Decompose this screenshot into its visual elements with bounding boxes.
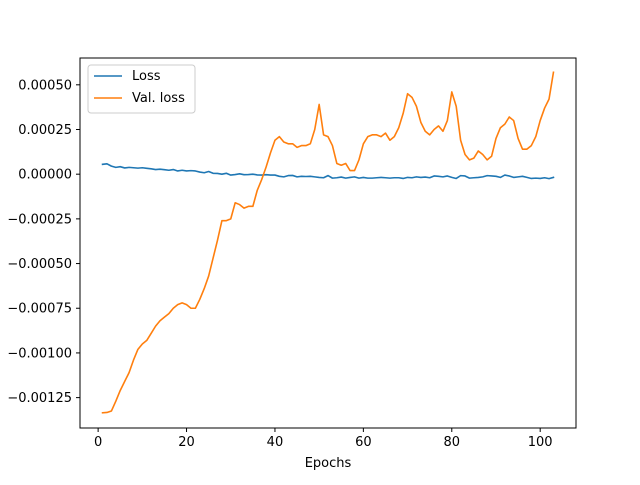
- x-axis-label: Epochs: [305, 456, 352, 471]
- x-tick-label: 0: [94, 435, 102, 450]
- y-tick-label: 0.00025: [18, 123, 72, 138]
- plot-layer: [101, 71, 555, 414]
- y-axis: −0.00125 −0.00100 −0.00075 −0.00050 −0.00025…: [7, 78, 80, 406]
- x-tick-label: 100: [528, 435, 553, 450]
- legend-label-val-loss: Val. loss: [132, 91, 185, 106]
- legend-box: [87, 64, 196, 114]
- x-tick-label: 60: [355, 435, 372, 450]
- x-axis: 0 20 40 60 80 100: [94, 428, 553, 450]
- legend-label-loss: Loss: [132, 69, 161, 84]
- series-line-loss: [101, 163, 555, 180]
- y-tick-label: 0.00050: [18, 78, 72, 93]
- y-tick-label: 0.00000: [18, 168, 72, 183]
- axes-frame: [79, 57, 577, 429]
- y-tick-label: −0.00075: [7, 302, 72, 317]
- x-tick-label: 80: [444, 435, 461, 450]
- series-line-val-loss: [101, 71, 555, 414]
- y-tick-label: −0.00100: [7, 346, 72, 361]
- y-tick-label: −0.00125: [7, 391, 72, 406]
- x-tick-label: 40: [267, 435, 284, 450]
- x-tick-label: 20: [178, 435, 195, 450]
- y-tick-label: −0.00050: [7, 257, 72, 272]
- y-tick-label: −0.00025: [7, 212, 72, 227]
- legend: Loss Val. loss: [87, 64, 196, 114]
